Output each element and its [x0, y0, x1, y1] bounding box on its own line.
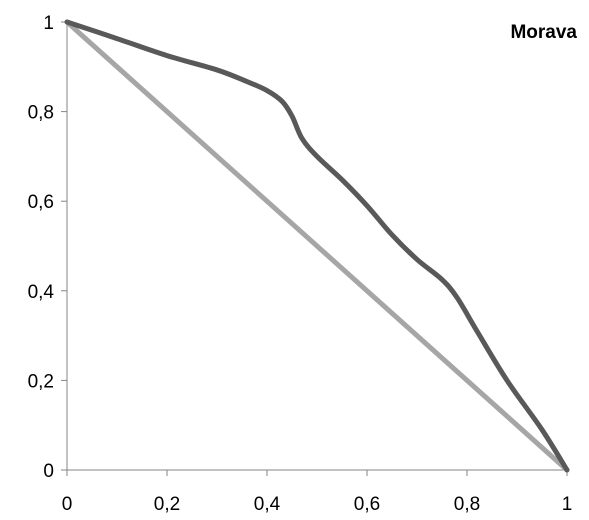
x-tick-label: 0 — [62, 494, 73, 515]
chart-title: Morava — [510, 22, 577, 43]
x-tick-label: 0,2 — [154, 494, 180, 515]
x-tick-label: 0,4 — [254, 494, 281, 515]
y-tick-label: 0,2 — [28, 371, 54, 392]
series-line-2 — [64, 19, 570, 473]
y-tick-label: 0 — [43, 461, 54, 482]
y-tick-label: 1 — [43, 13, 54, 34]
plot-area: 0 0,2 0,4 0,6 0,8 1 0 0,2 0,4 0,6 0,8 1 — [28, 13, 573, 515]
x-tick-label: 0,8 — [454, 494, 480, 515]
x-tick-label: 0,6 — [354, 494, 380, 515]
y-tick-label: 0,4 — [28, 282, 55, 303]
series-line-1 — [64, 19, 570, 473]
y-tick-label: 0,6 — [28, 192, 54, 213]
y-tick-label: 0,8 — [28, 103, 54, 124]
x-tick-label: 1 — [562, 494, 573, 515]
